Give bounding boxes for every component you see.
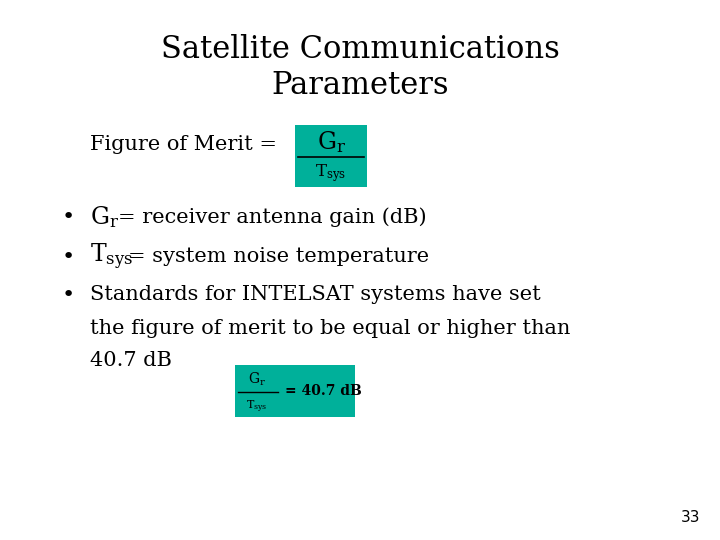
Text: 40.7 dB: 40.7 dB xyxy=(90,352,172,370)
Text: $\mathregular{T_{sys}}$: $\mathregular{T_{sys}}$ xyxy=(315,163,346,184)
Text: 33: 33 xyxy=(680,510,700,525)
Text: = system noise temperature: = system noise temperature xyxy=(128,247,429,267)
Text: $\mathregular{G_r}$: $\mathregular{G_r}$ xyxy=(317,130,346,156)
Text: •: • xyxy=(62,285,76,305)
FancyBboxPatch shape xyxy=(235,365,355,417)
Text: = receiver antenna gain (dB): = receiver antenna gain (dB) xyxy=(118,207,427,227)
Text: Satellite Communications: Satellite Communications xyxy=(161,35,559,65)
Text: $\mathregular{T_{sys}}$: $\mathregular{T_{sys}}$ xyxy=(90,242,133,272)
Text: Parameters: Parameters xyxy=(271,70,449,100)
Text: Standards for INTELSAT systems have set: Standards for INTELSAT systems have set xyxy=(90,286,541,305)
Text: Figure of Merit =: Figure of Merit = xyxy=(90,136,284,154)
Text: $\mathregular{G_r}$: $\mathregular{G_r}$ xyxy=(248,370,266,388)
Text: $\mathregular{T_{sys}}$: $\mathregular{T_{sys}}$ xyxy=(246,399,268,415)
Text: the figure of merit to be equal or higher than: the figure of merit to be equal or highe… xyxy=(90,319,570,338)
Text: •: • xyxy=(62,247,76,267)
FancyBboxPatch shape xyxy=(295,125,367,187)
Text: = 40.7 dB: = 40.7 dB xyxy=(285,384,361,398)
Text: $\mathregular{G_r}$: $\mathregular{G_r}$ xyxy=(90,204,119,230)
Text: •: • xyxy=(62,207,76,227)
